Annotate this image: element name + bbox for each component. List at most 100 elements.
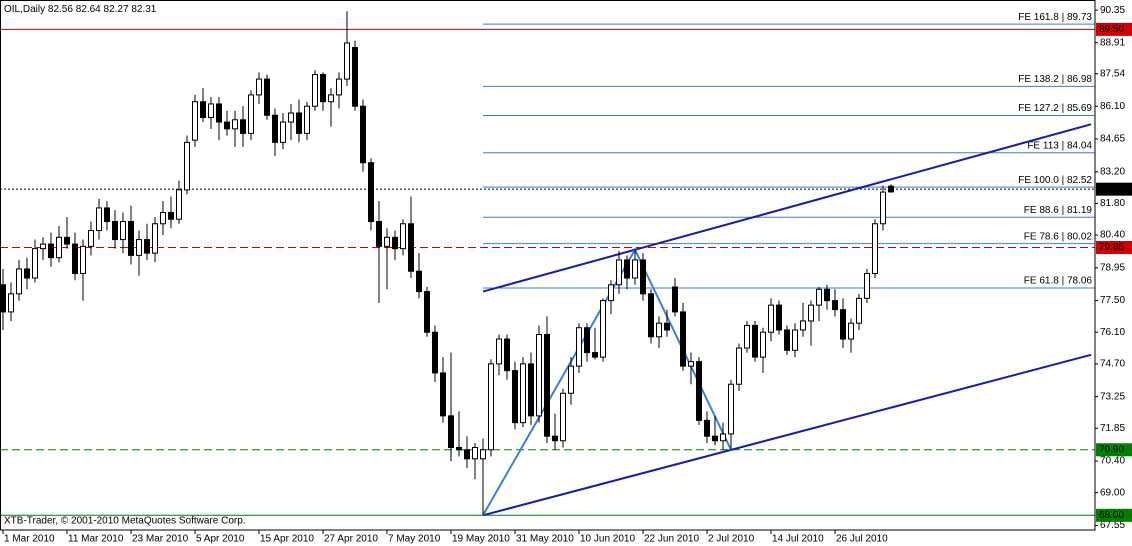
candle-body [456,447,462,451]
y-tick-label: 87.54 [1100,68,1125,79]
y-tick-label: 80.40 [1100,230,1125,241]
candle-body [136,239,142,256]
candle-body [680,311,686,367]
level-label: 82.43 [1099,184,1124,195]
x-tick-label: 15 Apr 2010 [260,534,314,545]
candle-body [280,121,286,143]
candle-body [120,220,126,241]
y-tick-label: 77.50 [1100,295,1125,306]
candle-body [48,243,54,259]
candle-body [824,288,830,302]
candle-body [848,322,854,340]
candle-body [256,78,262,96]
level-tag [1096,508,1132,522]
level-tag [1096,182,1132,196]
candle-body [464,449,470,460]
plot-area: FE 161.8 | 89.73 FE 138.2 | 86.98 FE 127.2… [0,11,1095,517]
candle-body [568,365,574,394]
candle-body [888,185,894,193]
candle-body [72,243,78,274]
candle-body [872,223,878,274]
open: 82.56 [48,4,73,15]
candle-body [560,392,566,442]
candle-body [512,370,518,424]
candle-body [408,223,414,272]
x-tick-label: 14 Jul 2010 [772,534,824,545]
candle-body [40,243,46,250]
symbol: OIL,Daily [4,4,45,15]
header: OIL,Daily 82.56 82.64 82.27 82.31 [4,4,157,15]
candle-body [224,121,230,130]
candle-body [616,259,622,286]
candle-body [664,322,670,331]
level-label: 70.90 [1099,444,1124,455]
candle-body [200,101,206,119]
candle-body [32,248,38,279]
candle-body [352,46,358,107]
candle-body [296,112,302,134]
x-tick-label: 22 Jun 2010 [644,534,699,545]
candle-body [432,331,438,374]
x-tick-label: 19 May 2010 [452,534,510,545]
candle-body [768,304,774,333]
candle-body [784,329,790,351]
candle-body [840,309,846,340]
fe-label: FE 61.8 | 78.06 [1024,276,1093,287]
candle-body [816,288,822,306]
fe-label: FE 100.0 | 82.52 [1018,175,1092,186]
y-tick-label: 71.85 [1100,423,1125,434]
candle-body [80,245,86,274]
level-tag [1096,240,1132,254]
candle-body [712,435,718,442]
candle-body [584,327,590,354]
candle-body [344,42,350,80]
x-tick-label: 31 May 2010 [516,534,574,545]
y-tick-label: 88.91 [1100,37,1125,48]
candle-body [704,419,710,437]
candle-body [528,363,534,417]
candle-body [520,363,526,424]
candle-body [720,433,726,442]
candle-body [336,78,342,96]
candle-body [728,383,734,435]
fe-label: FE 138.2 | 86.98 [1018,74,1092,85]
candle-body [504,338,510,372]
high: 82.64 [76,4,101,15]
candle-body [240,119,246,134]
candle-body [736,347,742,385]
x-tick-label: 27 Apr 2010 [324,534,378,545]
candle-body [792,329,798,351]
candle-body [856,297,862,324]
candle-body [328,94,334,103]
candle-body [272,114,278,143]
candle-body [400,223,406,250]
level-label: 89.50 [1099,24,1124,35]
candle-body [320,74,326,103]
candle-body [104,207,110,222]
candle-body [624,259,630,279]
candle-body [144,239,150,254]
candle-body [672,286,678,313]
candle-body [248,94,254,134]
y-tick-label: 74.70 [1100,359,1125,370]
y-tick-label: 76.10 [1100,327,1125,338]
candle-body [688,361,694,367]
candle-body [24,268,30,279]
candle-body [496,338,502,365]
y-tick-label: 70.40 [1100,456,1125,467]
candle-body [168,211,174,220]
level-label: 79.85 [1099,242,1124,253]
candle-body [64,236,70,245]
candle-body [800,320,806,331]
candle-body [160,211,166,225]
candle-body [112,220,118,241]
y-tick-label: 81.80 [1100,198,1125,209]
y-tick-label: 67.55 [1100,520,1125,531]
fe-label: FE 161.8 | 89.73 [1018,12,1092,23]
candle-body [656,322,662,338]
x-tick-label: 5 Apr 2010 [196,534,245,545]
fe-label: FE 88.6 | 81.19 [1024,205,1093,216]
